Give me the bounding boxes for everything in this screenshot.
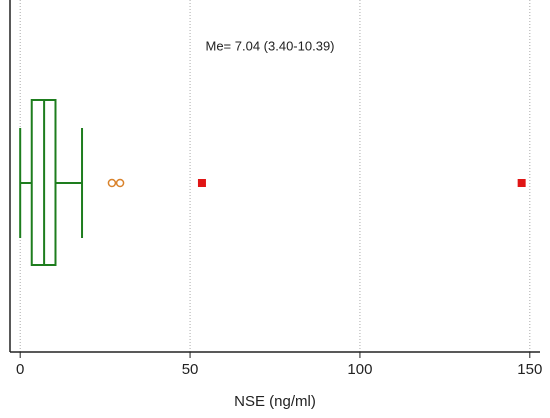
- x-axis-label: NSE (ng/ml): [234, 393, 316, 410]
- x-tick-label: 0: [16, 361, 24, 378]
- outlier: [107, 178, 117, 188]
- annotation: Me= 7.04 (3.40-10.39): [206, 38, 335, 53]
- x-tick-label: 150: [517, 361, 542, 378]
- x-tick-label: 100: [347, 361, 372, 378]
- x-tick-label: 50: [182, 361, 199, 378]
- far-outlier: [517, 179, 526, 187]
- far-outlier: [197, 179, 206, 187]
- outlier: [115, 178, 125, 188]
